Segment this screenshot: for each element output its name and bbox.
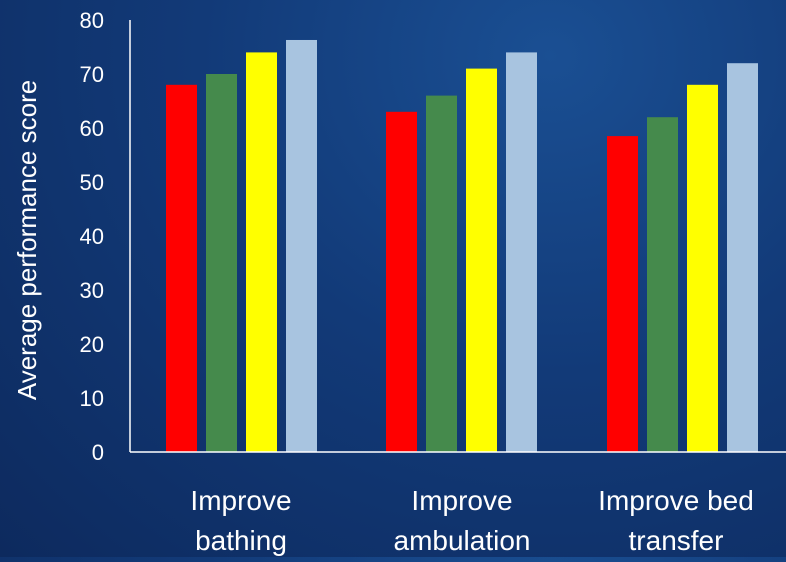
y-tick-label: 0 xyxy=(92,440,104,465)
bar xyxy=(426,95,457,452)
x-tick-label: Improve xyxy=(190,485,291,516)
x-tick-label: ambulation xyxy=(394,525,531,556)
y-tick-label: 30 xyxy=(80,278,104,303)
bar xyxy=(466,68,497,452)
y-tick-label: 10 xyxy=(80,386,104,411)
bar xyxy=(166,84,197,453)
bar xyxy=(386,111,417,453)
y-axis-label: Average performance score xyxy=(12,80,42,400)
y-tick-label: 20 xyxy=(80,332,104,357)
bar xyxy=(206,74,237,452)
bar xyxy=(506,52,537,453)
y-tick-label: 60 xyxy=(80,116,104,141)
x-tick-label: transfer xyxy=(629,525,724,556)
x-tick-label: bathing xyxy=(195,525,287,556)
x-tick-label: Improve bed xyxy=(598,485,754,516)
bar xyxy=(286,39,317,452)
x-axis-tick-labels: Improve bathing Improve ambulation Improve b… xyxy=(190,485,753,556)
y-tick-label: 80 xyxy=(80,8,104,33)
bar xyxy=(246,52,277,453)
bar xyxy=(727,63,758,452)
bar xyxy=(647,117,678,452)
x-tick-label: Improve xyxy=(411,485,512,516)
y-tick-label: 40 xyxy=(80,224,104,249)
bars xyxy=(166,39,758,453)
y-axis-ticks: 0 10 20 30 40 50 60 70 80 xyxy=(80,8,104,465)
y-tick-label: 50 xyxy=(80,170,104,195)
bar xyxy=(607,136,638,452)
bar xyxy=(687,84,718,453)
y-tick-label: 70 xyxy=(80,62,104,87)
